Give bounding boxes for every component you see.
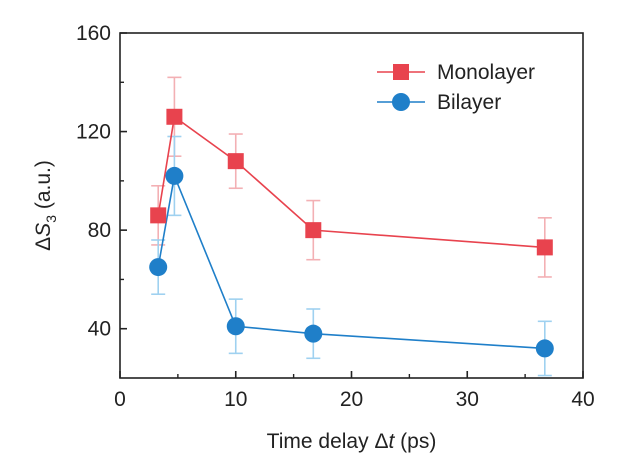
error-bars [151,76,552,377]
data-point-bilayer [149,258,168,277]
data-point-bilayer [165,166,184,185]
x-tick-labels: 0 10 20 30 40 [114,388,595,411]
x-tick-label: 20 [340,388,363,411]
plot-frame [119,32,584,379]
legend-marker [392,93,410,111]
y-axis-label: ΔS3 (a.u.) [32,160,59,251]
series-line-monolayer [157,115,545,249]
data-point-monolayer [150,207,167,224]
y-tick-labels: 40 80 120 160 [76,22,111,341]
x-tick-label: 30 [456,388,479,411]
legend-entry-monolayer: Monolayer [377,61,535,84]
data-point-monolayer [166,108,183,125]
x-axis-label-unit: (ps) [394,430,436,453]
y-axis-label-delta: Δ [32,237,55,251]
legend-label: Bilayer [437,91,501,114]
x-axis-label-delta: Δ [374,430,388,453]
legend-entry-bilayer: Bilayer [377,91,501,114]
x-axis-label-text: Time delay [267,430,375,453]
x-axis-label: Time delay Δt (ps) [267,430,437,453]
y-tick-label: 80 [88,219,111,242]
series-line-bilayer [157,173,545,350]
data-point-bilayer [226,317,245,336]
y-tick-label: 120 [76,121,111,144]
x-tick-label: 10 [224,388,247,411]
data-markers [149,108,554,358]
data-point-bilayer [535,339,554,358]
y-axis-label-s: S [32,223,55,237]
x-tick-label: 40 [571,388,594,411]
x-tick-label: 0 [114,388,126,411]
series-lines [157,115,545,350]
data-point-monolayer [227,153,244,170]
y-tick-label: 160 [76,22,111,45]
legend: Monolayer Bilayer [377,61,535,114]
x-axis-label-t: t [388,430,395,453]
data-point-monolayer [536,239,553,256]
y-axis-label-subscript: 3 [43,215,59,223]
legend-marker [393,64,409,80]
axis-ticks [119,32,584,378]
data-point-bilayer [304,324,323,343]
legend-label: Monolayer [437,61,535,84]
y-axis-label-unit: (a.u.) [32,160,55,215]
data-point-monolayer [305,222,322,239]
y-tick-label: 40 [88,318,111,341]
